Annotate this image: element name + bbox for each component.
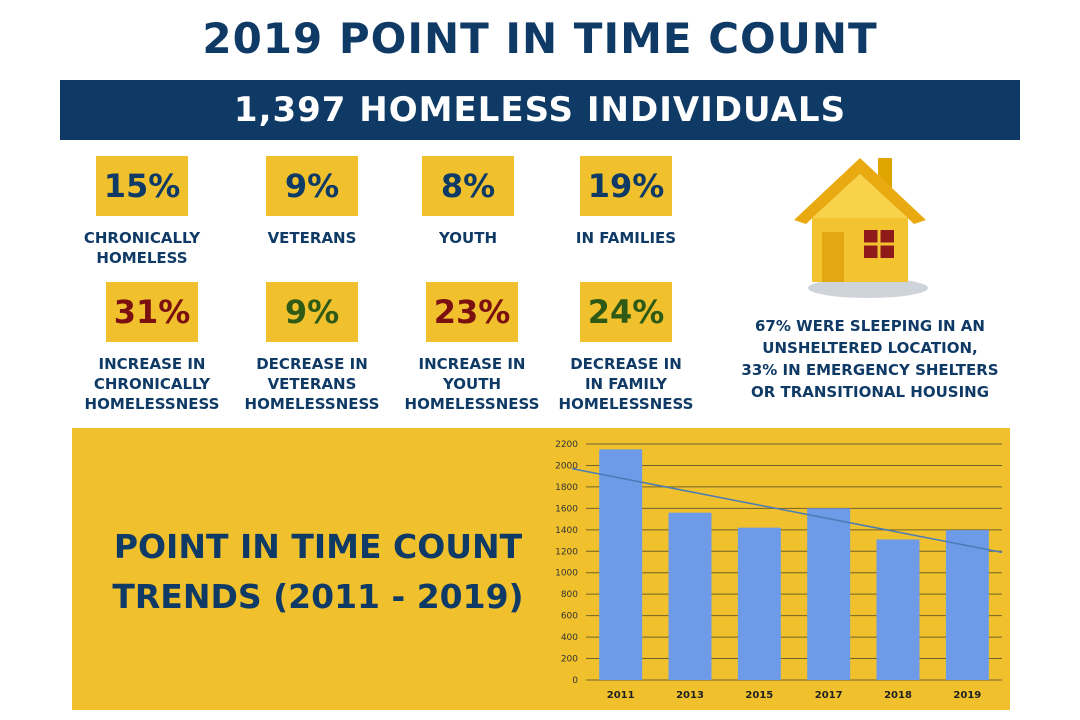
- stat-value: 19%: [580, 156, 672, 216]
- stat-label: CHRONICALLY HOMELESS: [83, 229, 201, 267]
- bar: [945, 530, 989, 680]
- house-icon: [794, 158, 928, 298]
- y-tick-label: 800: [561, 590, 578, 600]
- y-tick-label: 1600: [555, 504, 578, 514]
- stat-increase-chronic: 31% INCREASE IN CHRONICALLY HOMELESSNESS: [67, 282, 237, 414]
- stat-label: INCREASE IN YOUTH HOMELESSNESS: [404, 355, 540, 413]
- bar: [737, 527, 781, 680]
- stat-label: INCREASE IN CHRONICALLY HOMELESSNESS: [84, 355, 220, 413]
- bar: [876, 539, 920, 680]
- y-tick-label: 600: [561, 612, 578, 622]
- trend-panel: [72, 428, 1010, 710]
- stat-youth: 8% YOUTH: [383, 156, 553, 248]
- stat-value: 31%: [106, 282, 198, 342]
- y-tick-label: 1400: [555, 526, 578, 536]
- stat-value: 9%: [266, 282, 358, 342]
- stat-label: DECREASE IN VETERANS HOMELESSNESS: [244, 355, 380, 413]
- trend-line: [571, 467, 1003, 554]
- stat-value: 23%: [426, 282, 518, 342]
- bar: [599, 449, 643, 680]
- y-tick-label: 2200: [555, 440, 578, 450]
- trend-chart: 0 200 400 600 800 1000 1200 1400 1600 1800 2000 220…: [555, 440, 1003, 701]
- stat-value: 9%: [266, 156, 358, 216]
- y-tick-label: 1800: [555, 483, 578, 493]
- y-tick-label: 0: [572, 676, 578, 686]
- x-tick-label: 2017: [815, 690, 843, 701]
- x-tick-label: 2019: [953, 690, 981, 701]
- stat-in-families: 19% IN FAMILIES: [541, 156, 711, 248]
- stat-value: 8%: [422, 156, 514, 216]
- total-count-banner: 1,397 HOMELESS INDIVIDUALS: [60, 80, 1020, 140]
- stat-decrease-veterans: 9% DECREASE IN VETERANS HOMELESSNESS: [227, 282, 397, 414]
- bar: [807, 508, 851, 680]
- house-gable: [812, 174, 908, 218]
- house-shadow: [808, 278, 928, 298]
- house-roof: [794, 158, 926, 224]
- stat-label: IN FAMILIES: [575, 229, 677, 247]
- stat-value: 24%: [580, 282, 672, 342]
- trend-title: POINT IN TIME COUNT TRENDS (2011 - 2019): [112, 527, 524, 616]
- y-tick-label: 1200: [555, 547, 578, 557]
- x-tick-label: 2011: [607, 690, 635, 701]
- bar: [668, 512, 712, 680]
- house-door: [822, 232, 844, 282]
- stat-decrease-family: 24% DECREASE IN IN FAMILY HOMELESSNESS: [541, 282, 711, 414]
- y-tick-label: 400: [561, 633, 578, 643]
- x-tick-label: 2015: [745, 690, 773, 701]
- stat-label: DECREASE IN IN FAMILY HOMELESSNESS: [558, 355, 694, 413]
- y-tick-label: 2000: [555, 461, 578, 471]
- x-tick-label: 2013: [676, 690, 704, 701]
- x-tick-label: 2018: [884, 690, 912, 701]
- y-tick-label: 200: [561, 655, 578, 665]
- y-tick-label: 1000: [555, 569, 578, 579]
- stat-chronically-homeless: 15% CHRONICALLY HOMELESS: [57, 156, 227, 268]
- stat-increase-youth: 23% INCREASE IN YOUTH HOMELESSNESS: [387, 282, 557, 414]
- stat-veterans: 9% VETERANS: [227, 156, 397, 248]
- stat-label: VETERANS: [267, 229, 357, 247]
- stat-label: YOUTH: [438, 229, 498, 247]
- stat-value: 15%: [96, 156, 188, 216]
- sleeping-location-note: 67% WERE SLEEPING IN AN UNSHELTERED LOCA…: [741, 317, 999, 401]
- page-title: 2019 POINT IN TIME COUNT: [202, 14, 878, 63]
